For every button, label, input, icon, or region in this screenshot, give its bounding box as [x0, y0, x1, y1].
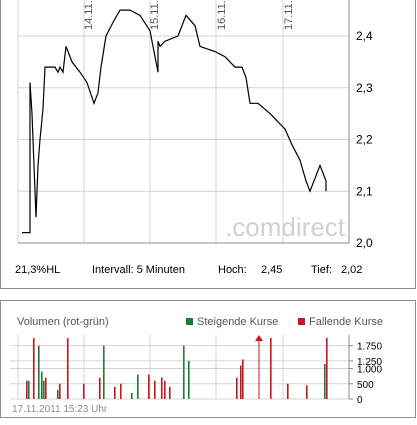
volume-bar-falling [164, 380, 166, 399]
volume-overflow-arrow [255, 335, 263, 341]
volume-bar-falling [242, 359, 244, 399]
interval-label: Intervall: 5 Minuten [92, 264, 185, 276]
price-y-tick-label: 2,0 [356, 236, 373, 250]
volume-bar-falling [161, 377, 163, 399]
volume-y-tick-label: 1.000 [357, 365, 382, 376]
legend-rising-swatch [186, 318, 193, 325]
price-y-tick-label: 2,3 [356, 81, 373, 95]
volume-bar-falling [287, 383, 289, 399]
legend-rising-label: Steigende Kurse [197, 316, 279, 328]
volume-bar-rising [131, 392, 133, 399]
volume-bar-falling [240, 365, 242, 399]
price-x-tick-label: 17.11. [283, 0, 295, 30]
price-y-tick-label: 2,2 [356, 133, 373, 147]
volume-bar-falling [59, 383, 61, 399]
volume-bar-rising [188, 360, 190, 399]
timestamp: 17.11.2011 15:23 Uhr [12, 404, 108, 415]
volume-bar-falling [45, 377, 47, 399]
price-chart-panel [0, 0, 416, 289]
watermark-logo: .comdirect [225, 212, 346, 242]
volume-bar-falling [114, 386, 116, 399]
volume-y-tick-label: 1.250 [357, 357, 382, 368]
volume-bar-falling [67, 338, 69, 399]
volume-bar-rising [38, 345, 40, 399]
volume-bar-rising [41, 371, 43, 399]
price-y-tick-label: 2,1 [356, 184, 373, 198]
hl-stat: 21,3%HL [15, 264, 61, 276]
volume-bar-falling [148, 374, 150, 399]
volume-bar-falling [169, 386, 171, 399]
volume-y-tick-label: 500 [357, 380, 374, 391]
volume-chart-panel [0, 300, 416, 418]
volume-y-tick-label: 1.750 [357, 342, 382, 353]
low-label: Tief: [311, 264, 332, 276]
legend-falling-label: Fallende Kurse [309, 316, 383, 328]
volume-bar-falling [306, 385, 308, 399]
volume-bar-falling [154, 380, 156, 399]
volume-title: Volumen (rot-grün) [17, 316, 109, 328]
volume-bar-falling [83, 383, 85, 399]
volume-bar-falling [99, 377, 101, 399]
legend-falling: Fallende Kurse [298, 316, 383, 328]
volume-bar-falling [26, 380, 28, 399]
legend-rising: Steigende Kurse [186, 316, 278, 328]
price-series-line [22, 9, 327, 234]
price-chart: 2,4 2,3 2,2 2,1 2,0 14.11. 15.11. 16.11. 17.11..… [17, 0, 373, 250]
volume-bar-rising [28, 380, 30, 399]
price-x-tick-label: 15.11. [149, 0, 161, 30]
high-value: 2,45 [261, 264, 283, 276]
low-value: 2,02 [341, 264, 363, 276]
volume-y-tick-label: 0 [357, 395, 363, 406]
volume-bar-rising [43, 380, 45, 399]
volume-bar-rising [103, 345, 105, 399]
price-y-tick-label: 2,4 [356, 29, 373, 43]
volume-bar-rising [324, 363, 326, 399]
price-x-tick-label: 16.11. [216, 0, 228, 30]
volume-bar-falling [120, 383, 122, 399]
volume-bar-falling [270, 338, 272, 399]
legend-falling-swatch [298, 318, 305, 325]
volume-bar-rising [183, 345, 185, 399]
volume-bar-rising [57, 389, 59, 399]
high-label: Hoch: [218, 264, 247, 276]
volume-bar-falling [236, 377, 238, 399]
volume-bar-rising [137, 374, 139, 399]
volume-bar-falling [326, 338, 328, 399]
price-x-tick-label: 14.11. [83, 0, 95, 30]
volume-bar-falling [33, 338, 35, 399]
